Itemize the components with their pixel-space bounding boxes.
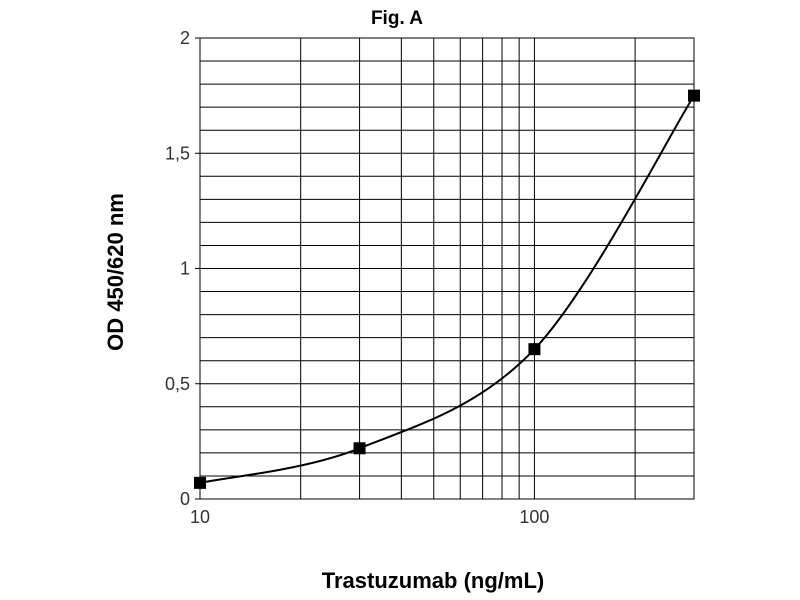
x-tick-label: 100 bbox=[519, 507, 549, 527]
x-axis-label: Trastuzumab (ng/mL) bbox=[322, 568, 544, 593]
chart-title: Fig. A bbox=[371, 8, 423, 29]
series-line bbox=[199, 95, 695, 484]
data-point-marker bbox=[353, 442, 366, 455]
y-tick-label: 0 bbox=[180, 489, 190, 509]
y-tick-label: 0,5 bbox=[165, 374, 190, 394]
y-axis-ticks: 0 0,5 1 1,5 2 bbox=[165, 28, 200, 509]
y-tick-label: 1 bbox=[180, 259, 190, 279]
data-point-marker bbox=[688, 89, 700, 102]
y-axis-label: OD 450/620 nm bbox=[103, 193, 128, 351]
x-tick-label: 10 bbox=[190, 507, 210, 527]
data-series bbox=[194, 89, 700, 489]
x-axis-ticks: 10 100 bbox=[190, 507, 549, 527]
data-point-marker bbox=[194, 476, 206, 489]
y-tick-label: 2 bbox=[180, 28, 190, 48]
grid-lines bbox=[200, 38, 694, 499]
y-tick-label: 1,5 bbox=[165, 143, 190, 163]
data-point-marker bbox=[528, 343, 541, 356]
